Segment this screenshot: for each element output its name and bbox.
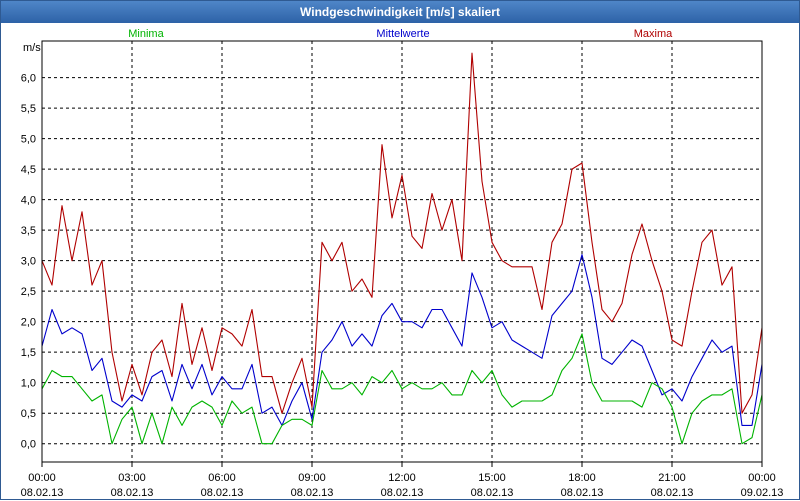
y-tick-label: 5,0 (21, 134, 36, 146)
legend-minima: Minima (128, 28, 164, 40)
x-tick-time-label: 09:00 (298, 472, 326, 484)
x-tick-date-label: 08.02.13 (651, 487, 694, 499)
y-tick-label: 2,0 (21, 317, 36, 329)
y-tick-label: 5,5 (21, 103, 36, 115)
x-tick-time-label: 15:00 (478, 472, 506, 484)
y-tick-label: 3,0 (21, 256, 36, 268)
y-tick-label: 4,0 (21, 195, 36, 207)
series-line-minima (41, 333, 763, 445)
x-tick-time-label: 21:00 (658, 472, 686, 484)
x-tick-time-label: 06:00 (208, 472, 236, 484)
y-axis: 0,0 0,5 1,0 1,5 2,0 2,5 3,0 3,5 4,0 4,5 5,0 5,5 6,0 (21, 73, 36, 451)
x-tick-time-label: 03:00 (118, 472, 146, 484)
y-tick-label: 4,5 (21, 164, 36, 176)
y-tick-label: 3,5 (21, 225, 36, 237)
x-tick-date-label: 08.02.13 (471, 487, 514, 499)
x-axis: 00:00 08.02.13 03:00 08.02.13 06:00 08.02.13 0… (21, 462, 784, 499)
y-tick-label: 2,5 (21, 286, 36, 298)
series-layer (41, 52, 763, 445)
plot-frame (41, 40, 763, 463)
y-tick-label: 0,5 (21, 408, 36, 420)
x-tick-time-label: 00:00 (748, 472, 776, 484)
x-tick-date-label: 08.02.13 (111, 487, 154, 499)
y-tick-label: 1,0 (21, 378, 36, 390)
y-tick-label: 6,0 (21, 73, 36, 85)
x-tick-date-label: 08.02.13 (381, 487, 424, 499)
legend-maxima: Maxima (634, 28, 673, 40)
x-tick-date-label: 09.02.13 (741, 487, 784, 499)
y-tick-label: 1,5 (21, 347, 36, 359)
window-title: Windgeschwindigkeit [m/s] skaliert (1, 1, 799, 23)
x-tick-time-label: 12:00 (388, 472, 416, 484)
x-tick-date-label: 08.02.13 (291, 487, 334, 499)
y-tick-label: 0,0 (21, 439, 36, 451)
legend-mittelwerte: Mittelwerte (376, 28, 429, 40)
series-line-maxima (41, 52, 763, 414)
grid (42, 41, 762, 462)
x-tick-time-label: 18:00 (568, 472, 596, 484)
series-line-mittelwerte (41, 254, 763, 426)
y-axis-label: m/s (23, 42, 41, 54)
x-tick-date-label: 08.02.13 (21, 487, 64, 499)
x-tick-date-label: 08.02.13 (561, 487, 604, 499)
x-tick-time-label: 00:00 (28, 472, 56, 484)
x-tick-date-label: 08.02.13 (201, 487, 244, 499)
